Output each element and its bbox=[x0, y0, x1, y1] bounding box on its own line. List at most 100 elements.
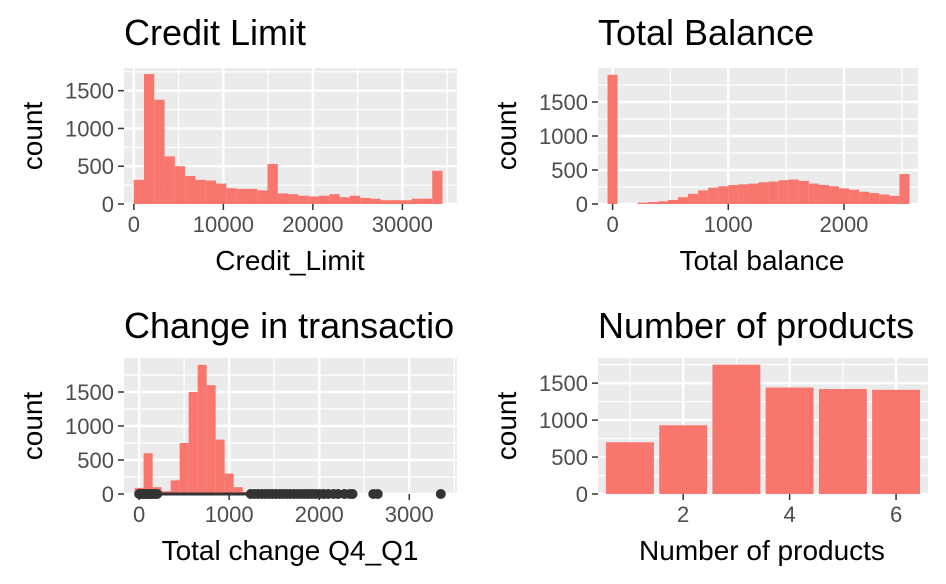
histogram-bar bbox=[257, 190, 268, 204]
histogram-bar bbox=[236, 188, 247, 204]
title-clip: Change in transactio bbox=[124, 305, 454, 346]
y-tick-label: 1000 bbox=[65, 116, 114, 141]
histogram-bar bbox=[133, 179, 144, 204]
x-tick-label: 1000 bbox=[205, 502, 254, 527]
x-tick-label: 1000 bbox=[704, 212, 753, 237]
histogram-bar bbox=[298, 195, 309, 204]
histogram-bar bbox=[748, 183, 759, 204]
bar bbox=[712, 364, 761, 494]
histogram-bar bbox=[143, 453, 153, 494]
x-axis-title: Total change Q4_Q1 bbox=[162, 535, 419, 566]
y-axis-title: count bbox=[491, 102, 522, 171]
bar bbox=[605, 442, 654, 494]
histogram-bar bbox=[246, 188, 258, 204]
outlier-point bbox=[347, 489, 358, 499]
histogram-bar bbox=[401, 200, 412, 204]
histogram-bar bbox=[879, 194, 890, 204]
histogram-bar bbox=[179, 443, 189, 494]
y-axis-ticks: 0 500 1000 1500 bbox=[65, 380, 124, 507]
histogram-bar bbox=[339, 197, 350, 204]
grid-lines bbox=[124, 358, 457, 496]
y-tick-label: 500 bbox=[77, 448, 114, 473]
histogram-bar bbox=[370, 198, 381, 204]
x-tick-label: 3000 bbox=[385, 502, 434, 527]
x-tick-label: 6 bbox=[890, 502, 902, 527]
x-tick-label: 0 bbox=[133, 502, 145, 527]
x-axis-title: Number of products bbox=[639, 535, 885, 566]
histogram-bar bbox=[318, 195, 330, 204]
histogram-bar bbox=[329, 194, 340, 204]
histogram-bar bbox=[798, 180, 809, 204]
y-tick-label: 500 bbox=[551, 445, 588, 470]
histogram-bar bbox=[224, 473, 234, 494]
x-tick-label: 2000 bbox=[295, 502, 344, 527]
histogram-bar bbox=[859, 191, 870, 204]
y-tick-label: 0 bbox=[576, 482, 588, 507]
x-tick-label: 30000 bbox=[372, 212, 433, 237]
histogram-bar bbox=[637, 202, 648, 204]
histogram-bar bbox=[185, 176, 196, 204]
plot-title: Total Balance bbox=[598, 12, 814, 53]
panel-change-in-transactions: Change in transactio 0 500 1000 1500 0 1000 2… bbox=[17, 305, 457, 566]
histogram-bar bbox=[391, 200, 402, 204]
plot-title: Change in transactio bbox=[124, 305, 454, 346]
y-tick-label: 1500 bbox=[65, 79, 114, 104]
histogram-bar bbox=[188, 392, 198, 494]
histogram-bar bbox=[154, 99, 165, 204]
x-axis-title: Total balance bbox=[679, 245, 844, 276]
histogram-bar bbox=[349, 195, 361, 204]
y-axis-title: count bbox=[17, 392, 48, 461]
histogram-bar bbox=[839, 188, 850, 204]
histogram-bar bbox=[788, 179, 799, 204]
bar bbox=[818, 389, 867, 494]
histogram-bar bbox=[197, 364, 207, 494]
histogram-bar bbox=[288, 194, 299, 204]
histogram-bar bbox=[657, 201, 668, 204]
grid-lines bbox=[124, 68, 457, 206]
y-tick-label: 500 bbox=[77, 154, 114, 179]
bars bbox=[605, 364, 921, 494]
x-tick-label: 2 bbox=[677, 502, 689, 527]
y-axis-ticks: 0 500 1000 1500 bbox=[539, 371, 598, 507]
histogram-bar bbox=[808, 183, 819, 204]
histogram-bar bbox=[380, 200, 392, 204]
y-axis-title: count bbox=[491, 392, 522, 461]
histogram-bar bbox=[143, 74, 155, 205]
y-tick-label: 1000 bbox=[65, 414, 114, 439]
plot-title: Number of products bbox=[598, 305, 914, 346]
panel-credit-limit: Credit Limit 0 500 1000 1500 0 10000 20000 300… bbox=[17, 12, 457, 276]
y-tick-label: 1500 bbox=[539, 90, 588, 115]
histogram-bar bbox=[678, 197, 689, 204]
histogram-bars bbox=[607, 74, 910, 204]
y-tick-label: 0 bbox=[102, 482, 114, 507]
x-axis-title: Credit_Limit bbox=[215, 245, 365, 276]
histogram-bar bbox=[205, 180, 217, 204]
y-tick-label: 0 bbox=[102, 192, 114, 217]
histogram-bar bbox=[899, 174, 910, 204]
y-tick-label: 1500 bbox=[539, 371, 588, 396]
x-tick-label: 2000 bbox=[819, 212, 868, 237]
x-axis-ticks: 0 10000 20000 30000 bbox=[128, 204, 433, 237]
panel-number-of-products: Number of products 0 500 1000 1500 2 4 6 Numb… bbox=[491, 305, 928, 566]
histogram-bar bbox=[170, 480, 180, 494]
bar bbox=[765, 387, 814, 494]
histogram-bar bbox=[226, 188, 237, 204]
y-tick-label: 0 bbox=[576, 192, 588, 217]
histogram-bar bbox=[308, 196, 319, 204]
x-axis-ticks: 0 1000 2000 bbox=[606, 204, 868, 237]
histogram-bar bbox=[688, 193, 699, 204]
outlier-point bbox=[152, 489, 163, 499]
plot-title: Credit Limit bbox=[124, 12, 306, 53]
panel-total-balance: Total Balance 0 500 1000 1500 0 1000 2000 Tot… bbox=[491, 12, 918, 276]
x-tick-label: 0 bbox=[606, 212, 618, 237]
histogram-bar bbox=[849, 189, 860, 204]
histogram-bar bbox=[164, 156, 175, 204]
histogram-bar bbox=[277, 193, 289, 204]
histogram-bar bbox=[174, 166, 186, 204]
x-tick-label: 4 bbox=[783, 502, 795, 527]
histogram-bar bbox=[647, 201, 658, 204]
histogram-bar bbox=[768, 181, 779, 204]
histogram-bar bbox=[233, 487, 243, 494]
histogram-bar bbox=[828, 186, 840, 204]
x-axis-ticks: 2 4 6 bbox=[677, 494, 902, 527]
